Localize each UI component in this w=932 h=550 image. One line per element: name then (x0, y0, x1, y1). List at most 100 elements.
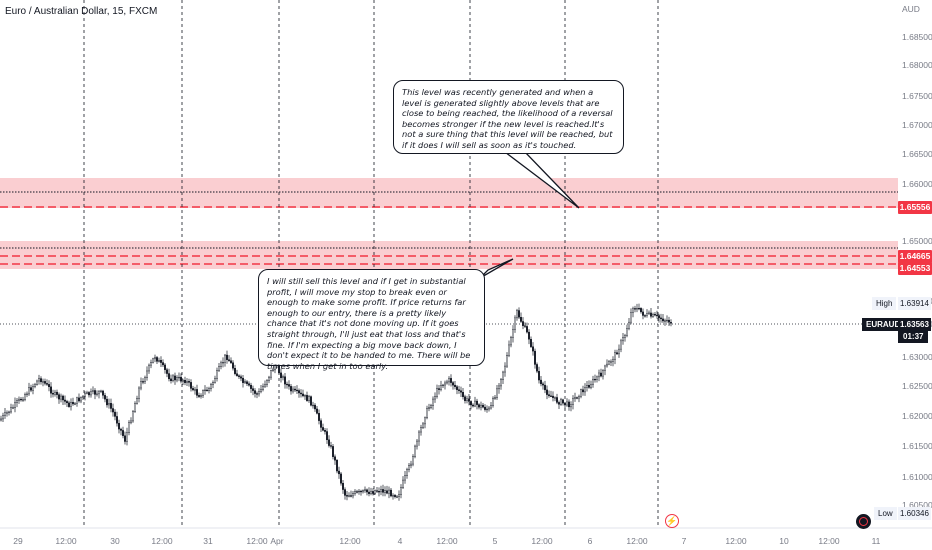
candle-body (588, 385, 591, 388)
candle-body (318, 413, 321, 421)
candle-body (294, 388, 297, 391)
time-tick-label: Apr (270, 536, 284, 546)
candle-body (438, 388, 441, 390)
candle-body (608, 361, 611, 365)
candle-body (376, 490, 379, 492)
candle-body (350, 495, 353, 497)
candle-body (392, 495, 395, 497)
time-tick-label: 7 (681, 536, 687, 546)
dividend-event-icon[interactable] (856, 514, 871, 529)
candle-body (227, 359, 230, 361)
candlestick-series (0, 303, 673, 501)
bar-countdown: 01:37 (898, 330, 929, 343)
candle-body (660, 317, 663, 320)
candle-body (462, 392, 465, 397)
candle-body (414, 445, 417, 457)
candle-body (490, 405, 493, 409)
candle-body (36, 380, 39, 385)
candle-body (646, 313, 649, 316)
candle-body (622, 337, 625, 342)
price-tick-label: 1.66500 (902, 149, 932, 159)
time-tick-label: 12:00 (246, 536, 268, 546)
candle-body (528, 331, 531, 340)
candle-body (404, 475, 407, 481)
candle-body (129, 420, 132, 423)
candle-body (386, 490, 389, 494)
candle-body (46, 383, 49, 385)
candle-body (452, 382, 455, 386)
candle-body (662, 318, 665, 322)
candle-body (544, 384, 547, 391)
candle-body (466, 398, 469, 401)
candle-body (566, 401, 569, 406)
candle-body (322, 427, 325, 431)
candle-body (502, 371, 505, 380)
candle-body (426, 408, 429, 419)
candle-body (336, 459, 339, 472)
candle-body (412, 456, 415, 465)
last-price-tag: 1.63563 (898, 318, 931, 331)
candle-body (34, 384, 37, 387)
lightning-event-icon[interactable]: ⚡ (665, 514, 679, 528)
candle-body (648, 312, 651, 314)
candle-body (320, 420, 323, 428)
candle-body (656, 314, 659, 317)
candle-body (444, 382, 447, 386)
candle-body (476, 400, 479, 405)
candle-body (62, 395, 65, 401)
candle-body (360, 490, 363, 493)
candle-body (135, 398, 138, 404)
candle-body (668, 319, 671, 323)
candle-body (137, 387, 140, 399)
candle-body (522, 321, 525, 326)
upper-level-price-tag: 1.65556 (898, 201, 932, 214)
candle-body (5, 412, 8, 414)
candle-body (338, 470, 341, 475)
low-label: Low (874, 507, 897, 520)
candle-body (580, 389, 583, 397)
candle-body (628, 321, 631, 329)
candle-body (316, 408, 319, 414)
candle-body (610, 361, 613, 363)
candle-body (460, 390, 463, 393)
candle-body (2, 415, 5, 420)
lower-trade-note[interactable]: I will still sell this level and if I ge… (258, 269, 485, 371)
candle-body (506, 355, 509, 367)
candle-body (101, 390, 104, 396)
candle-body (650, 312, 653, 317)
candle-body (510, 337, 513, 346)
candle-body (384, 490, 387, 493)
candle-body (296, 389, 299, 392)
candle-body (450, 378, 453, 383)
candle-body (203, 389, 206, 391)
candle-body (334, 456, 337, 461)
candle-body (173, 375, 176, 381)
candle-body (308, 396, 311, 401)
candle-body (229, 360, 232, 363)
candle-body (472, 404, 475, 407)
candle-body (306, 395, 309, 401)
candle-body (65, 401, 68, 404)
time-tick-label: 4 (397, 536, 403, 546)
candle-body (480, 404, 483, 408)
candle-body (211, 382, 214, 385)
candle-body (606, 363, 609, 367)
candle-body (582, 389, 585, 393)
candle-body (618, 348, 621, 355)
candle-body (44, 381, 47, 384)
symbol-title: Euro / Australian Dollar, 15, FXCM (5, 6, 158, 17)
candle-body (42, 381, 45, 383)
candle-body (11, 407, 14, 409)
candle-body (594, 378, 597, 381)
candle-body (664, 320, 667, 322)
candle-body (115, 416, 118, 424)
candle-body (546, 389, 549, 395)
candle-body (231, 362, 234, 369)
price-tick-label: 1.63000 (902, 352, 932, 362)
candle-body (239, 376, 242, 379)
candle-body (300, 392, 303, 395)
candle-body (147, 364, 150, 372)
candle-body (201, 390, 204, 396)
upper-trade-note[interactable]: This level was recently generated and wh… (393, 80, 624, 154)
